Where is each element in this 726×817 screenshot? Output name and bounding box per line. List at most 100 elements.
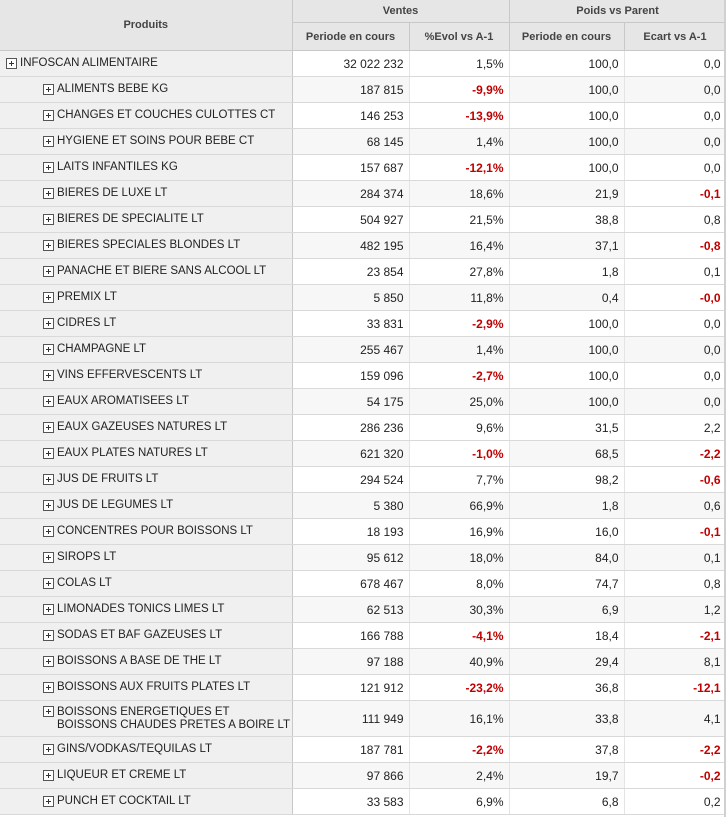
table-row[interactable]: JUS DE LEGUMES LT 5 380 66,9% 1,8 0,6: [0, 492, 726, 519]
header-evol[interactable]: %Evol vs A-1: [409, 22, 510, 51]
product-label: CHANGES ET COUCHES CULOTTES CT: [57, 109, 276, 121]
table-row[interactable]: CHAMPAGNE LT 255 467 1,4% 100,0 0,0: [0, 336, 726, 363]
evol-cell: 18,6%: [409, 180, 510, 207]
product-cell-content: BOISSONS A BASE DE THE LT: [0, 649, 291, 674]
table-row[interactable]: PANACHE ET BIERE SANS ALCOOL LT 23 854 27,…: [0, 258, 726, 285]
table-row[interactable]: VINS EFFERVESCENTS LT 159 096 -2,7% 100,0 0,…: [0, 362, 726, 389]
expand-plus-icon[interactable]: [43, 744, 54, 755]
expand-plus-icon[interactable]: [43, 370, 54, 381]
expand-plus-icon[interactable]: [43, 344, 54, 355]
table-row[interactable]: COLAS LT 678 467 8,0% 74,7 0,8: [0, 570, 726, 597]
expand-plus-icon[interactable]: [43, 318, 54, 329]
table-row[interactable]: BIERES SPECIALES BLONDES LT 482 195 16,4% 3…: [0, 232, 726, 259]
table-row[interactable]: LIQUEUR ET CREME LT 97 866 2,4% 19,7 -0,2: [0, 762, 726, 789]
expand-plus-icon[interactable]: [43, 266, 54, 277]
ventes-periode-cell: 95 612: [292, 544, 410, 571]
ecart-cell: 0,0: [624, 154, 726, 181]
expand-plus-icon[interactable]: [43, 110, 54, 121]
poids-periode-cell: 16,0: [509, 518, 625, 545]
table-row[interactable]: BOISSONS AUX FRUITS PLATES LT 121 912 -23,…: [0, 674, 726, 701]
ventes-periode-cell: 286 236: [292, 414, 410, 441]
ecart-cell: 0,0: [624, 310, 726, 337]
table-row[interactable]: BOISSONS A BASE DE THE LT 97 188 40,9% 29,4…: [0, 648, 726, 675]
table-row[interactable]: INFOSCAN ALIMENTAIRE 32 022 232 1,5% 100,0 0…: [0, 50, 726, 77]
expand-plus-icon[interactable]: [43, 604, 54, 615]
table-row[interactable]: SODAS ET BAF GAZEUSES LT 166 788 -4,1% 18,4…: [0, 622, 726, 649]
expand-plus-icon[interactable]: [43, 396, 54, 407]
product-cell-content: PANACHE ET BIERE SANS ALCOOL LT: [0, 259, 291, 284]
product-cell-content: CIDRES LT: [0, 311, 291, 336]
evol-cell: 9,6%: [409, 414, 510, 441]
expand-plus-icon[interactable]: [43, 448, 54, 459]
product-cell: LIQUEUR ET CREME LT: [0, 762, 293, 789]
product-cell: JUS DE LEGUMES LT: [0, 492, 293, 519]
table-row[interactable]: CONCENTRES POUR BOISSONS LT 18 193 16,9% 16…: [0, 518, 726, 545]
expand-plus-icon[interactable]: [43, 500, 54, 511]
product-cell: PREMIX LT: [0, 284, 293, 311]
expand-plus-icon[interactable]: [43, 630, 54, 641]
expand-plus-icon[interactable]: [43, 770, 54, 781]
product-label: EAUX AROMATISEES LT: [57, 395, 189, 407]
ventes-periode-cell: 678 467: [292, 570, 410, 597]
poids-periode-cell: 38,8: [509, 206, 625, 233]
table-row[interactable]: LIMONADES TONICS LIMES LT 62 513 30,3% 6,9 1…: [0, 596, 726, 623]
table-row[interactable]: ALIMENTS BEBE KG 187 815 -9,9% 100,0 0,0: [0, 76, 726, 103]
evol-cell: 1,5%: [409, 50, 510, 77]
expand-plus-icon[interactable]: [43, 214, 54, 225]
header-poids-periode[interactable]: Periode en cours: [509, 22, 625, 51]
table-row[interactable]: BOISSONS ENERGETIQUES ET BOISSONS CHAUDE…: [0, 700, 726, 737]
ecart-cell: 0,0: [624, 76, 726, 103]
ecart-cell: -0,0: [624, 284, 726, 311]
expand-plus-icon[interactable]: [43, 796, 54, 807]
ecart-cell: -0,8: [624, 232, 726, 259]
expand-plus-icon[interactable]: [43, 656, 54, 667]
header-ecart[interactable]: Ecart vs A-1: [624, 22, 726, 51]
table-row[interactable]: GINS/VODKAS/TEQUILAS LT 187 781 -2,2% 37,8-…: [0, 736, 726, 763]
scrollbar-edge[interactable]: [724, 0, 726, 817]
header-ventes-periode[interactable]: Periode en cours: [292, 22, 410, 51]
expand-plus-icon[interactable]: [43, 682, 54, 693]
product-cell-content: GINS/VODKAS/TEQUILAS LT: [0, 737, 291, 762]
expand-plus-icon[interactable]: [43, 474, 54, 485]
expand-plus-icon[interactable]: [43, 422, 54, 433]
ecart-cell: 0,0: [624, 128, 726, 155]
table-row[interactable]: EAUX GAZEUSES NATURES LT 286 236 9,6% 31,5 2…: [0, 414, 726, 441]
expand-plus-icon[interactable]: [43, 136, 54, 147]
product-label: JUS DE FRUITS LT: [57, 473, 159, 485]
table-row[interactable]: EAUX AROMATISEES LT 54 175 25,0% 100,0 0,0: [0, 388, 726, 415]
expand-plus-icon[interactable]: [43, 706, 54, 717]
expand-plus-icon[interactable]: [43, 578, 54, 589]
table-row[interactable]: CIDRES LT 33 831 -2,9% 100,0 0,0: [0, 310, 726, 337]
table-row[interactable]: CHANGES ET COUCHES CULOTTES CT 146 253 -13…: [0, 102, 726, 129]
expand-plus-icon[interactable]: [43, 240, 54, 251]
expand-plus-icon[interactable]: [43, 526, 54, 537]
product-label: EAUX PLATES NATURES LT: [57, 447, 208, 459]
header-products[interactable]: Produits: [0, 0, 293, 51]
expand-plus-icon[interactable]: [43, 292, 54, 303]
table-row[interactable]: SIROPS LT 95 612 18,0% 84,0 0,1: [0, 544, 726, 571]
product-cell-content: VINS EFFERVESCENTS LT: [0, 363, 291, 388]
product-label: PANACHE ET BIERE SANS ALCOOL LT: [57, 265, 267, 277]
table-row[interactable]: PREMIX LT 5 850 11,8% 0,4 -0,0: [0, 284, 726, 311]
expand-plus-icon[interactable]: [43, 162, 54, 173]
table-row[interactable]: PUNCH ET COCKTAIL LT 33 583 6,9% 6,8 0,2: [0, 788, 726, 815]
expand-plus-icon[interactable]: [43, 552, 54, 563]
table-row[interactable]: BIERES DE LUXE LT 284 374 18,6% 21,9 -0,1: [0, 180, 726, 207]
expand-plus-icon[interactable]: [6, 58, 17, 69]
expand-plus-icon[interactable]: [43, 84, 54, 95]
product-label: ALIMENTS BEBE KG: [57, 83, 169, 95]
product-cell-content: PREMIX LT: [0, 285, 291, 310]
table-row[interactable]: HYGIENE ET SOINS POUR BEBE CT 68 145 1,4% 1…: [0, 128, 726, 155]
table-row[interactable]: EAUX PLATES NATURES LT 621 320 -1,0% 68,5 -2…: [0, 440, 726, 467]
ventes-periode-cell: 187 815: [292, 76, 410, 103]
product-label: JUS DE LEGUMES LT: [57, 499, 174, 511]
table-row[interactable]: JUS DE FRUITS LT 294 524 7,7% 98,2 -0,6: [0, 466, 726, 493]
table-row[interactable]: LAITS INFANTILES KG 157 687 -12,1% 100,0 0,0: [0, 154, 726, 181]
table-row[interactable]: BIERES DE SPECIALITE LT 504 927 21,5% 38,8 0…: [0, 206, 726, 233]
expand-plus-icon[interactable]: [43, 188, 54, 199]
product-label: BIERES DE SPECIALITE LT: [57, 213, 204, 225]
poids-periode-cell: 1,8: [509, 492, 625, 519]
poids-periode-cell: 100,0: [509, 102, 625, 129]
poids-periode-cell: 37,1: [509, 232, 625, 259]
